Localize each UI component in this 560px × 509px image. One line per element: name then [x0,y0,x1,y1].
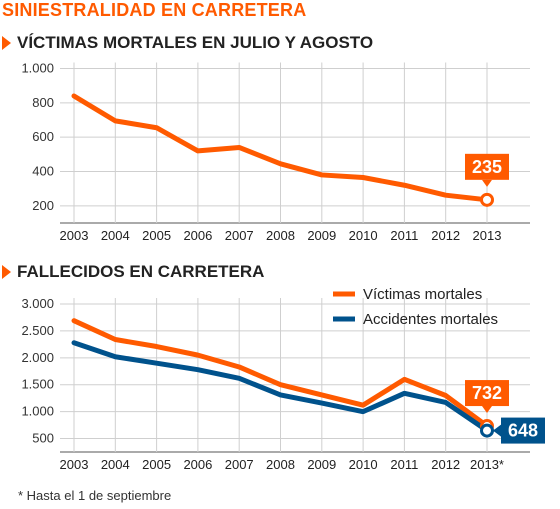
chart2-title-text: FALLECIDOS EN CARRETERA [17,262,265,281]
x-tick-label: 2004 [101,457,130,472]
chart1-title: VÍCTIMAS MORTALES EN JULIO Y AGOSTO [2,33,373,53]
data-label-pointer [493,424,501,437]
data-label-box [501,417,545,444]
y-tick-label: 200 [32,198,54,213]
y-tick-label: 1.000 [21,404,54,419]
title-marker-icon [2,265,11,279]
legend-label: Accidentes mortales [363,311,498,328]
title-marker-icon [2,36,11,50]
x-tick-label: 2008 [266,457,295,472]
footnote: * Hasta el 1 de septiembre [18,488,172,503]
data-label: 648 [508,421,538,441]
x-tick-label: 2009 [307,228,336,243]
chart2-title: FALLECIDOS EN CARRETERA [2,262,264,282]
legend-label: Víctimas mortales [363,286,482,303]
x-tick-label: 2012 [431,228,460,243]
x-tick-label: 2005 [142,457,171,472]
end-point-marker [480,192,494,207]
y-tick-label: 1.500 [21,377,54,392]
x-tick-label: 2011 [390,228,418,243]
y-tick-label: 1.000 [21,61,54,76]
x-tick-label: 2013* [470,457,504,472]
y-tick-label: 2.000 [21,350,54,365]
x-tick-label: 2009 [307,457,336,472]
x-tick-label: 2012 [431,457,460,472]
data-label-pointer [482,179,492,187]
data-label: 732 [472,383,502,403]
data-label-box [465,380,509,407]
x-tick-label: 2010 [349,228,378,243]
x-tick-label: 2007 [225,228,254,243]
main-title: SINIESTRALIDAD EN CARRETERA [2,0,307,20]
y-tick-label: 3.000 [21,296,54,311]
x-tick-label: 2003 [60,457,89,472]
y-tick-label: 400 [32,164,54,179]
x-tick-label: 2010 [349,457,378,472]
chart1-title-text: VÍCTIMAS MORTALES EN JULIO Y AGOSTO [17,33,374,52]
chart1-plot: 200 400 600 800 1.000 2003 2004 2005 2006 2007 200… [21,61,530,243]
x-tick-label: 2003 [60,228,89,243]
end-point-marker [480,423,494,438]
x-tick-label: 2007 [225,457,254,472]
data-label-box [465,153,509,180]
x-tick-label: 2006 [183,457,212,472]
y-tick-label: 500 [32,431,54,446]
x-tick-label: 2004 [101,228,130,243]
data-label: 235 [472,157,502,177]
y-tick-label: 800 [32,95,54,110]
x-tick-label: 2005 [142,228,171,243]
y-tick-label: 600 [32,129,54,144]
y-tick-label: 2.500 [21,323,54,338]
x-tick-label: 2008 [266,228,295,243]
x-tick-label: 2013 [473,228,502,243]
data-label-pointer [482,406,492,414]
x-tick-label: 2006 [183,228,212,243]
x-tick-label: 2011 [390,457,418,472]
